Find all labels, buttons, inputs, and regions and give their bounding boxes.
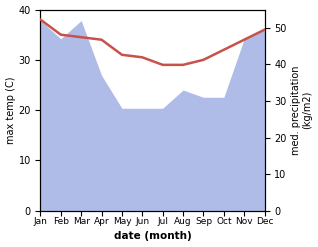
Y-axis label: med. precipitation
(kg/m2): med. precipitation (kg/m2): [291, 65, 313, 155]
Y-axis label: max temp (C): max temp (C): [5, 76, 16, 144]
X-axis label: date (month): date (month): [114, 231, 191, 242]
